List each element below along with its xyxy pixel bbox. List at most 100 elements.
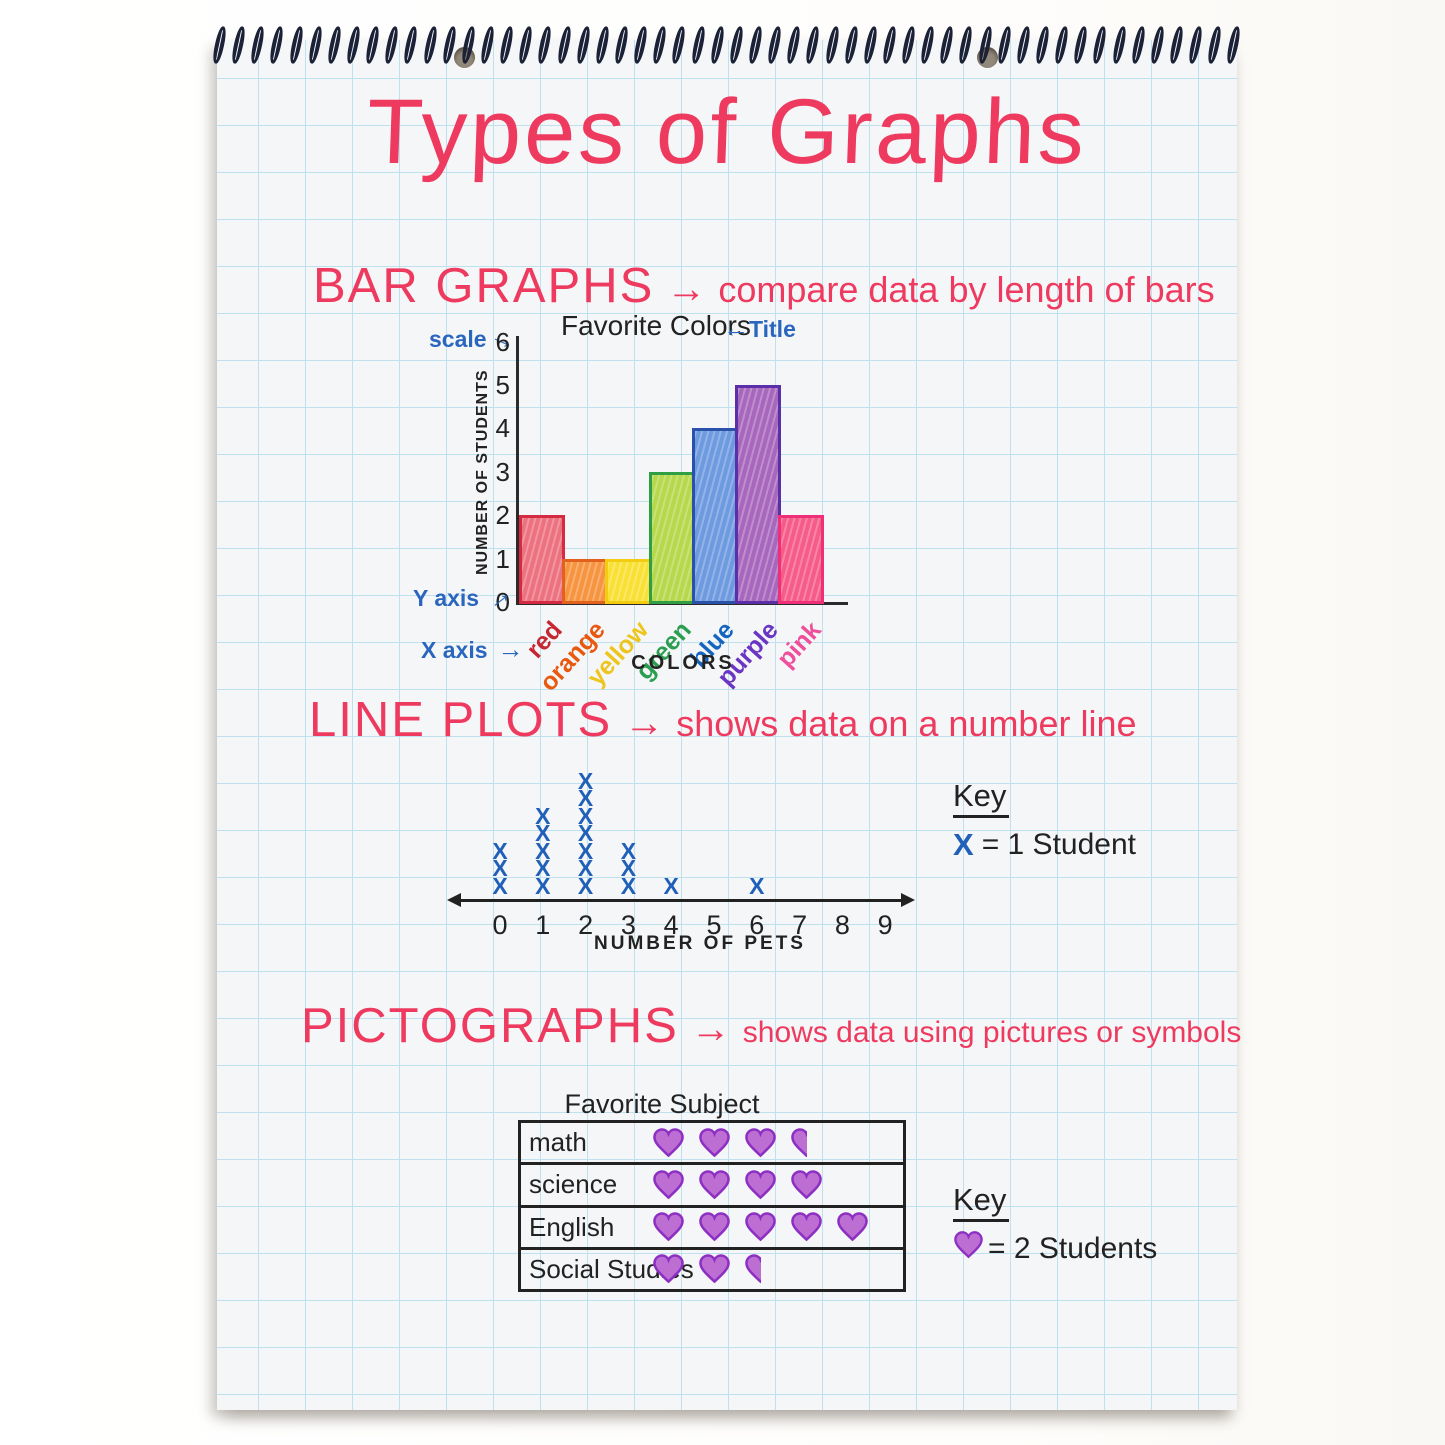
spiral-coil [1034, 25, 1051, 65]
y-tick-label: 1 [495, 543, 510, 574]
pictograph-key: Key = 2 Students [953, 1182, 1157, 1267]
heart-icon [791, 1127, 807, 1157]
spiral-coil [727, 25, 745, 65]
heart-symbols [652, 1208, 869, 1247]
spiral-coil [1168, 25, 1185, 65]
scale-label: scale [429, 326, 487, 352]
spiral-coil [957, 25, 975, 65]
y-tick-label: 4 [495, 413, 510, 444]
number-line [447, 893, 915, 907]
heart-icon [653, 1127, 684, 1157]
title-annotation: ←Title [723, 313, 796, 343]
y-axis-label-text: Y axis [413, 585, 480, 611]
spiral-coil [383, 25, 401, 65]
bar-pink [778, 515, 825, 604]
heart-icon [953, 1231, 988, 1267]
spiral-coil [1091, 25, 1109, 65]
spiral-coil [249, 25, 267, 65]
line-plot-key: Key X = 1 Student [953, 778, 1136, 863]
punch-hole [977, 47, 998, 68]
title-label: Title [749, 316, 796, 342]
heart-icon [745, 1170, 776, 1200]
spiral-coil [708, 25, 726, 65]
number-line-tick-label: 2 [578, 910, 594, 940]
section-description: shows data using pictures or symbols [742, 1016, 1242, 1049]
spiral-coil [804, 25, 822, 65]
spiral-coil [536, 25, 554, 65]
bar-red [519, 515, 566, 604]
section-title: LINE PLOTS [309, 693, 613, 747]
heart-symbols [652, 1165, 823, 1204]
number-line-tick-label: 4 [663, 910, 679, 940]
heart-icon [837, 1212, 868, 1242]
heart-icon [745, 1127, 776, 1157]
key-row: = 2 Students [953, 1231, 1157, 1267]
spiral-coil [976, 25, 994, 65]
spiral-coil [881, 25, 898, 65]
x-mark: X [492, 855, 508, 881]
scale-annotation: scale→ [429, 319, 522, 357]
section-description: shows data on a number line [676, 703, 1137, 744]
x-axis-label-text: X axis [421, 637, 488, 663]
arrow-up-right-icon: → [478, 577, 518, 617]
pictograph-title: Favorite Subject [564, 1089, 760, 1119]
x-mark: X [749, 872, 765, 899]
key-row: X = 1 Student [953, 827, 1136, 863]
spiral-coil [306, 25, 324, 65]
number-line-tick-label: 7 [792, 910, 808, 940]
spiral-coil [842, 25, 860, 65]
arrow-right-icon: → [690, 1007, 731, 1051]
y-tick-label: 3 [495, 456, 510, 487]
heart-icon [745, 1254, 761, 1284]
spiral-coil [459, 25, 477, 65]
arrow-right-icon: → [666, 267, 707, 311]
spiral-coil [785, 25, 803, 65]
spiral-coil [651, 25, 669, 65]
heart-icon [699, 1212, 730, 1242]
flipchart-pad: Types of Graphs BAR GRAPHS → compare dat… [211, 25, 1243, 1412]
x-axis-annotation: X axis → [421, 634, 524, 664]
y-tick-label: 2 [495, 500, 510, 531]
spiral-coil [479, 25, 496, 65]
x-mark: X [577, 785, 594, 811]
line-plot-x-axis-label: NUMBER OF PETS [594, 933, 806, 954]
y-tick-label: 5 [495, 370, 510, 400]
spiral-coil [1129, 25, 1147, 65]
spiral-coil [766, 25, 783, 65]
spiral-coil [364, 25, 381, 65]
bar-chart-x-axis-label: COLORS [631, 652, 735, 674]
spiral-coil [861, 25, 879, 65]
heart-icon [699, 1170, 730, 1200]
x-mark: X [535, 855, 551, 881]
spiral-coil [747, 25, 764, 65]
bar-yellow [605, 558, 652, 604]
spiral-coil [632, 25, 649, 65]
spiral-coil [268, 25, 286, 65]
bar-green [648, 471, 695, 604]
row-label: English [529, 1211, 615, 1242]
key-heading: Key [953, 778, 1010, 818]
spiral-coil [211, 25, 228, 65]
number-line-tick-label: 0 [492, 910, 508, 940]
number-line-tick-label: 6 [749, 910, 765, 940]
heart-icon [653, 1212, 684, 1242]
x-mark: X [620, 872, 637, 899]
number-line-tick-label: 1 [535, 910, 551, 940]
arrow-right-icon: → [624, 701, 665, 745]
spiral-coil [613, 25, 630, 65]
page-title: Types of Graphs [365, 81, 1089, 183]
row-label: math [529, 1127, 587, 1158]
section-title: PICTOGRAPHS [301, 999, 679, 1053]
pictographs-heading: PICTOGRAPHS → shows data using pictures … [301, 998, 1241, 1054]
spiral-coil [1206, 25, 1224, 65]
spiral-coil [517, 25, 535, 65]
pictograph-row: science [521, 1165, 903, 1208]
x-mark: X [620, 837, 637, 864]
spiral-coil [689, 25, 707, 65]
x-symbol: X [953, 827, 974, 862]
key-text: = 1 Student [981, 828, 1136, 861]
x-mark: X [577, 802, 594, 829]
